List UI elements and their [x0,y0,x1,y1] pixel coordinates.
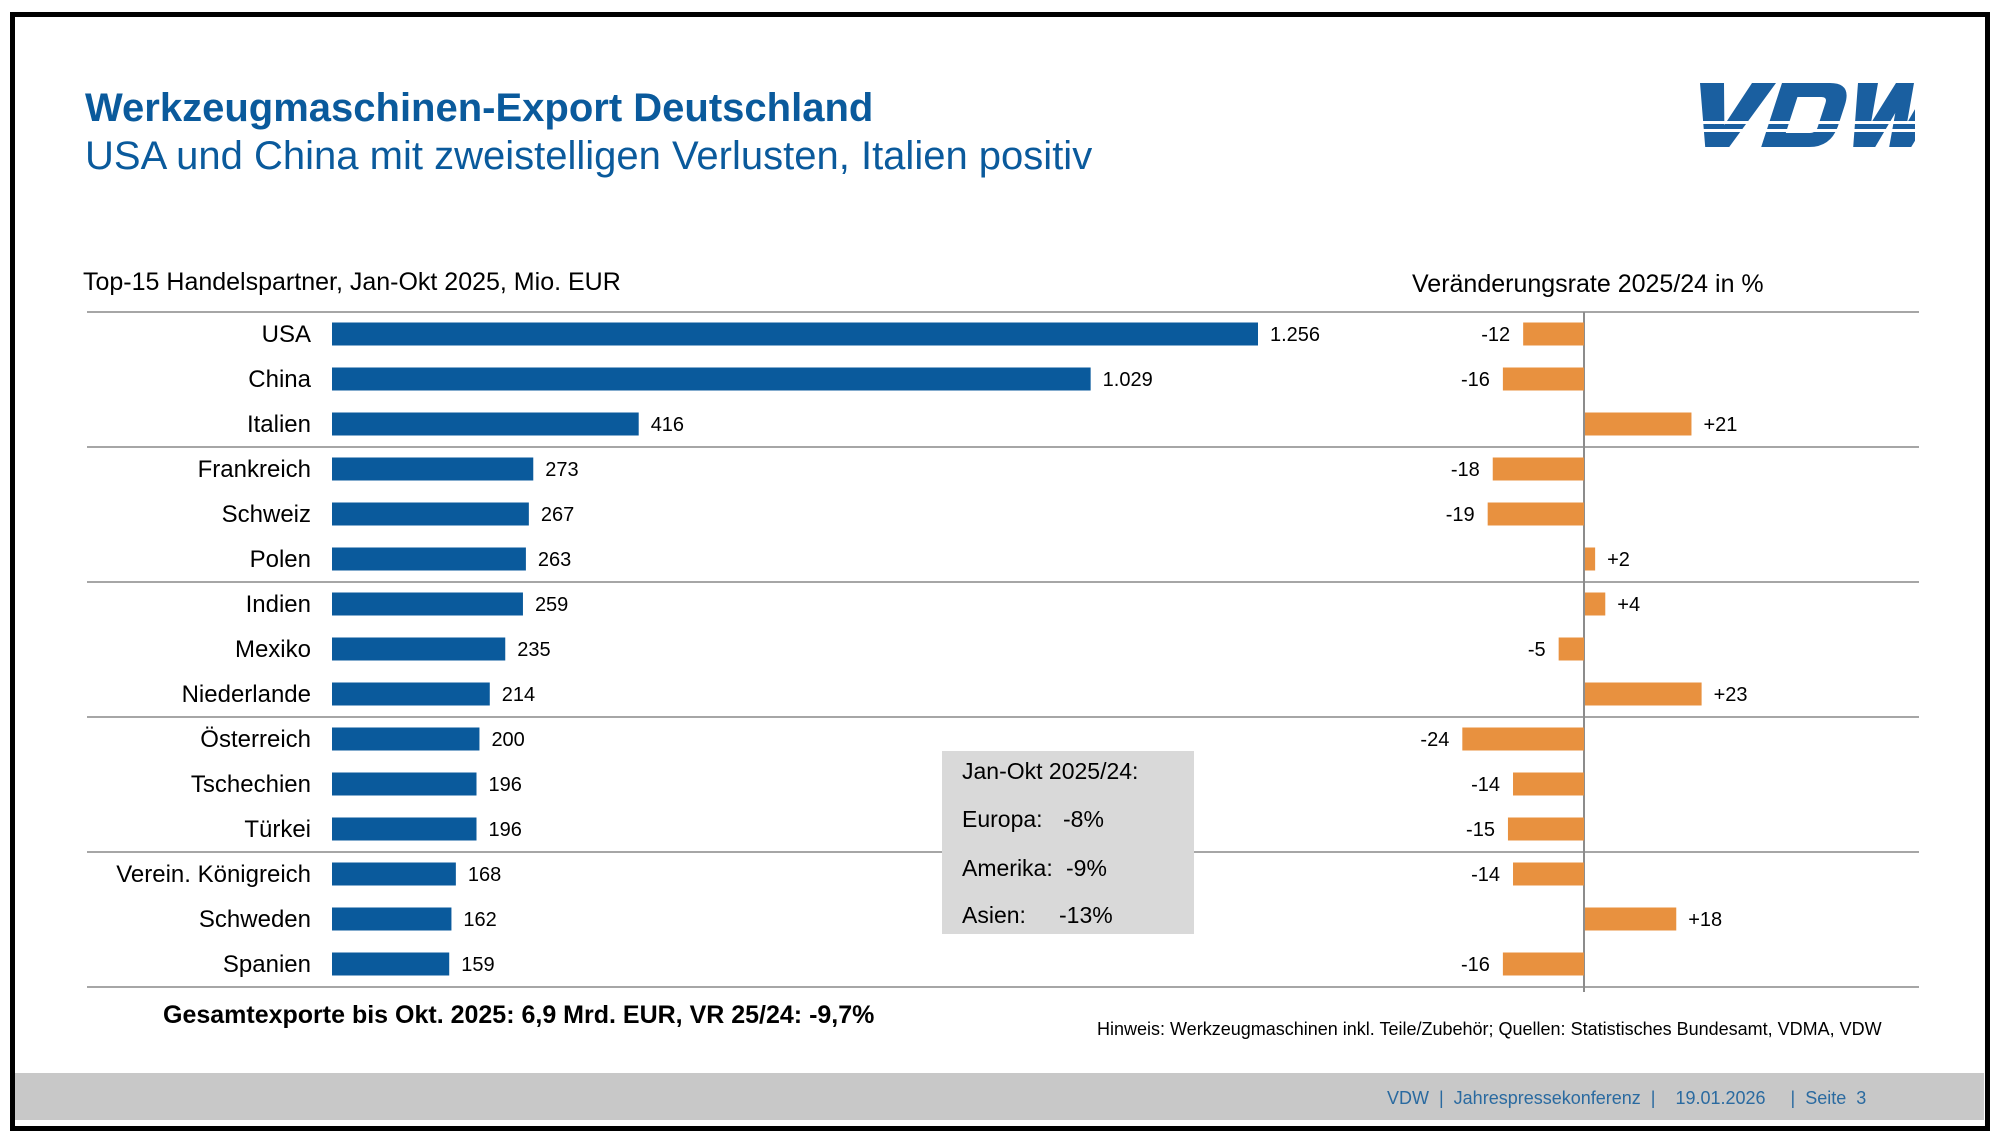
change-rate-label: +4 [1617,594,1640,616]
region-summary-heading: Jan-Okt 2025/24: [962,758,1139,784]
export-bar [332,637,506,661]
change-rate-label: +18 [1688,909,1722,931]
total-exports-summary: Gesamtexporte bis Okt. 2025: 6,9 Mrd. EU… [163,1001,875,1029]
slide-subtitle: USA und China mit zweistelligen Verluste… [85,134,1093,178]
change-rate-label: -14 [1471,774,1500,796]
source-note: Hinweis: Werkzeugmaschinen inkl. Teile/Z… [1097,1019,1882,1039]
change-rate-bar [1585,547,1596,571]
export-value-label: 416 [651,414,684,436]
change-rate-bar [1507,817,1584,841]
change-rate-label: -18 [1451,459,1480,481]
export-bar [332,367,1091,391]
export-bar [332,412,639,436]
export-bar [332,862,456,886]
export-value-label: 1.256 [1270,324,1320,346]
export-value-label: 214 [502,684,535,706]
change-rate-bar [1585,907,1677,931]
change-rate-label: -15 [1466,819,1495,841]
export-bar [332,592,523,616]
export-value-label: 259 [535,594,568,616]
change-rate-label: -24 [1420,729,1449,751]
export-bar [332,952,450,976]
export-value-label: 196 [489,819,522,841]
export-bar [332,322,1258,346]
region-value-amerika: -9% [1066,855,1107,881]
change-rate-bar [1585,592,1606,616]
region-label-amerika: Amerika: [962,855,1053,881]
change-rate-bar [1585,412,1692,436]
export-value-label: 159 [461,954,494,976]
category-label: USA [262,321,311,348]
category-label: Polen [250,546,311,573]
export-value-label: 200 [491,729,524,751]
category-label: Niederlande [182,681,311,708]
change-rate-caption: Veränderungsrate 2025/24 in % [1412,270,1764,298]
change-rate-label: -5 [1528,639,1546,661]
region-value-europa: -8% [1063,806,1104,832]
category-label: China [248,366,311,393]
change-rate-label: +21 [1703,414,1737,436]
export-value-label: 168 [468,864,501,886]
export-bar [332,547,526,571]
change-rate-bar [1502,952,1584,976]
change-rate-bar [1513,772,1584,796]
category-label: Verein. Königreich [116,861,311,888]
export-value-label: 273 [545,459,578,481]
export-value-label: 267 [541,504,574,526]
export-value-label: 196 [489,774,522,796]
export-bar [332,727,480,751]
slide-frame [10,12,1990,1131]
change-rate-bar [1487,502,1584,526]
change-rate-label: +2 [1607,549,1630,571]
category-label: Indien [246,591,311,618]
footer-bar [15,1073,1984,1120]
region-label-europa: Europa: [962,806,1043,832]
export-value-label: 263 [538,549,571,571]
category-label: Mexiko [235,636,311,663]
export-bar [332,772,477,796]
export-bar [332,502,529,526]
category-label: Spanien [223,951,311,978]
region-summary-box: Jan-Okt 2025/24: Europa: -8% Amerika: -9… [942,751,1194,934]
change-rate-label: +23 [1714,684,1748,706]
change-rate-label: -12 [1481,324,1510,346]
export-bar [332,817,477,841]
category-label: Schweden [199,906,311,933]
region-value-asien: -13% [1059,902,1113,928]
change-rate-bar [1523,322,1584,346]
export-chart-caption: Top-15 Handelspartner, Jan-Okt 2025, Mio… [83,268,621,296]
change-rate-bar [1492,457,1584,481]
slide-title: Werkzeugmaschinen-Export Deutschland [85,86,874,130]
footer-text: VDW | Jahrespressekonferenz | 19.01.2026… [1387,1088,1867,1108]
change-rate-label: -14 [1471,864,1500,886]
change-rate-bar [1502,367,1584,391]
category-label: Türkei [244,816,311,843]
change-rate-label: -16 [1461,954,1490,976]
change-rate-label: -16 [1461,369,1490,391]
category-label: Italien [247,411,311,438]
category-label: Tschechien [191,771,311,798]
region-label-asien: Asien: [962,902,1026,928]
export-bar [332,457,534,481]
change-rate-bar [1558,637,1584,661]
export-value-label: 235 [517,639,550,661]
export-bar [332,682,490,706]
export-value-label: 162 [463,909,496,931]
export-bar [332,907,452,931]
export-value-label: 1.029 [1103,369,1153,391]
change-rate-label: -19 [1446,504,1475,526]
vdw-logo-icon [1680,83,1915,147]
change-rate-bar [1462,727,1584,751]
category-label: Schweiz [222,501,311,528]
change-rate-bar [1513,862,1584,886]
category-label: Österreich [200,726,311,753]
change-rate-bar [1585,682,1702,706]
category-label: Frankreich [198,456,311,483]
